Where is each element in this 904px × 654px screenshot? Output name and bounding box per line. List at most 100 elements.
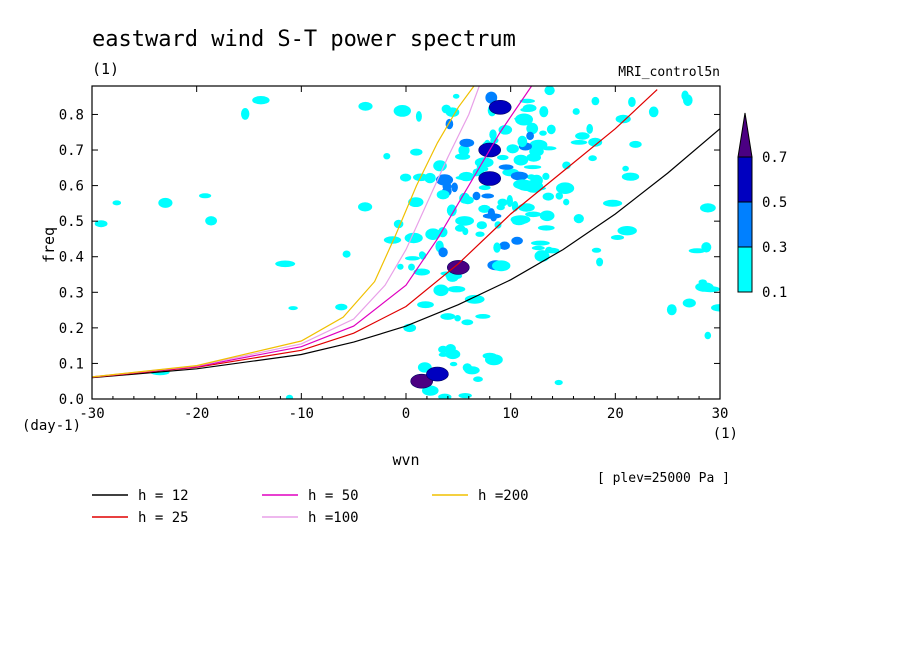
y-tick-label: 0.4 [59,250,84,266]
heatmap-cell [586,123,593,134]
heatmap-cell [701,286,720,293]
heatmap-cell [475,231,485,237]
heatmap-cell [510,215,531,225]
heatmap-cell [410,148,423,156]
heatmap-cell [556,182,575,194]
heatmap-cell [452,93,460,99]
x-tick-label: 30 [712,406,729,422]
heatmap-cell [445,107,460,117]
heatmap-cell [461,196,474,205]
heatmap-cell [596,257,604,267]
heatmap-cell [285,394,294,399]
plot-area: -30 -20 -10 0 10 20 30 0.00.10.20.30.40.50.60.… [59,85,729,422]
heatmap-cell [461,319,474,326]
heatmap-cell [112,200,122,206]
heatmap-cell [513,179,533,190]
heatmap-cell [358,101,373,111]
heatmap-cell [698,279,707,285]
heatmap-cell [682,298,696,308]
heatmap-cell [514,116,532,122]
heatmap-cell [542,172,550,180]
heatmap-cell [497,154,509,161]
heatmap-cell [511,236,523,245]
colorbar-segment [737,156,753,203]
y-tick-label: 0.8 [59,107,84,123]
heatmap-cell [393,105,411,117]
heatmap-cell [405,256,420,261]
heatmap-cell [628,96,636,108]
heatmap-cell [464,294,485,304]
heatmap-cell [415,111,422,122]
heatmap-cell [459,138,475,148]
heatmap-cell [455,216,474,226]
heatmap-cell [588,137,603,147]
plot-frame [91,85,721,400]
heatmap-cell [539,210,555,222]
heatmap-cell [397,263,404,270]
heatmap-cell [451,182,458,193]
colorbar-label: 0.1 [762,285,787,301]
heatmap-cell [436,190,450,200]
heatmap-peak [478,171,502,186]
heatmap-cell [454,315,461,322]
heatmap-cell [531,240,550,246]
heatmap-cell [526,174,536,180]
y-tick-label: 0.2 [59,321,84,337]
legend-label: h =100 [308,510,359,526]
y-axis-label: freq [40,227,58,263]
y-tick-label: 0.7 [59,143,84,159]
heatmap-layer [94,86,720,399]
heatmap-cell [478,185,491,191]
y-tick-label: 0.5 [59,214,84,230]
chart-subtitle: (1) [92,60,119,78]
heatmap-peak [426,366,449,382]
heatmap-cell [526,122,539,135]
y-axis-unit: (day-1) [22,418,81,434]
heatmap-cell [542,192,554,201]
heatmap-cell [422,385,439,396]
heatmap-cell [158,197,173,208]
colorbar: 0.7 0.5 0.3 0.1 [737,112,787,301]
heatmap-cell [666,304,677,316]
heatmap-cell [700,203,716,213]
heatmap-cell [610,235,625,240]
heatmap-cell [94,220,108,228]
heatmap-cell [554,379,563,386]
heatmap-cell [681,90,689,101]
colorbar-arrow [737,112,753,158]
heatmap-cell [433,284,449,297]
heatmap-peak [446,260,470,275]
heatmap-cell [544,86,555,96]
heatmap-cell [522,104,537,112]
heatmap-cell [555,192,563,200]
heatmap-cell [573,214,584,224]
heatmap-cell [629,140,642,148]
curve-h12 [92,128,720,379]
x-tick-label: 10 [502,406,519,422]
heatmap-cell [510,171,528,181]
heatmap-cell [383,153,391,160]
heatmap-cell [438,345,449,354]
heatmap-cell [440,313,456,320]
x-tick-label: -10 [289,406,314,422]
heatmap-cell [591,96,600,106]
legend-label: h = 25 [138,510,189,526]
heatmap-cell [648,106,659,118]
heatmap-cell [275,260,296,268]
heatmap-cell [447,286,466,293]
heatmap-cell [622,165,629,172]
heatmap-cell [523,165,542,170]
y-axis-ticks: 0.0 0.1 0.2 0.3 0.4 0.5 0.6 0.7 0.8 [59,107,720,408]
dataset-label: MRI_control5n [618,65,720,80]
heatmap-cell [526,131,534,141]
heatmap-cell [413,268,430,276]
heatmap-cell [400,173,412,182]
legend: h = 12 h = 25 h = 50 h =100 h =200 [92,488,529,526]
dispersion-curves [92,86,720,379]
colorbar-segment [737,201,753,248]
heatmap-cell [408,197,424,208]
heatmap-cell [446,272,459,282]
heatmap-cell [513,154,529,166]
y-tick-label: 0.3 [59,285,84,301]
